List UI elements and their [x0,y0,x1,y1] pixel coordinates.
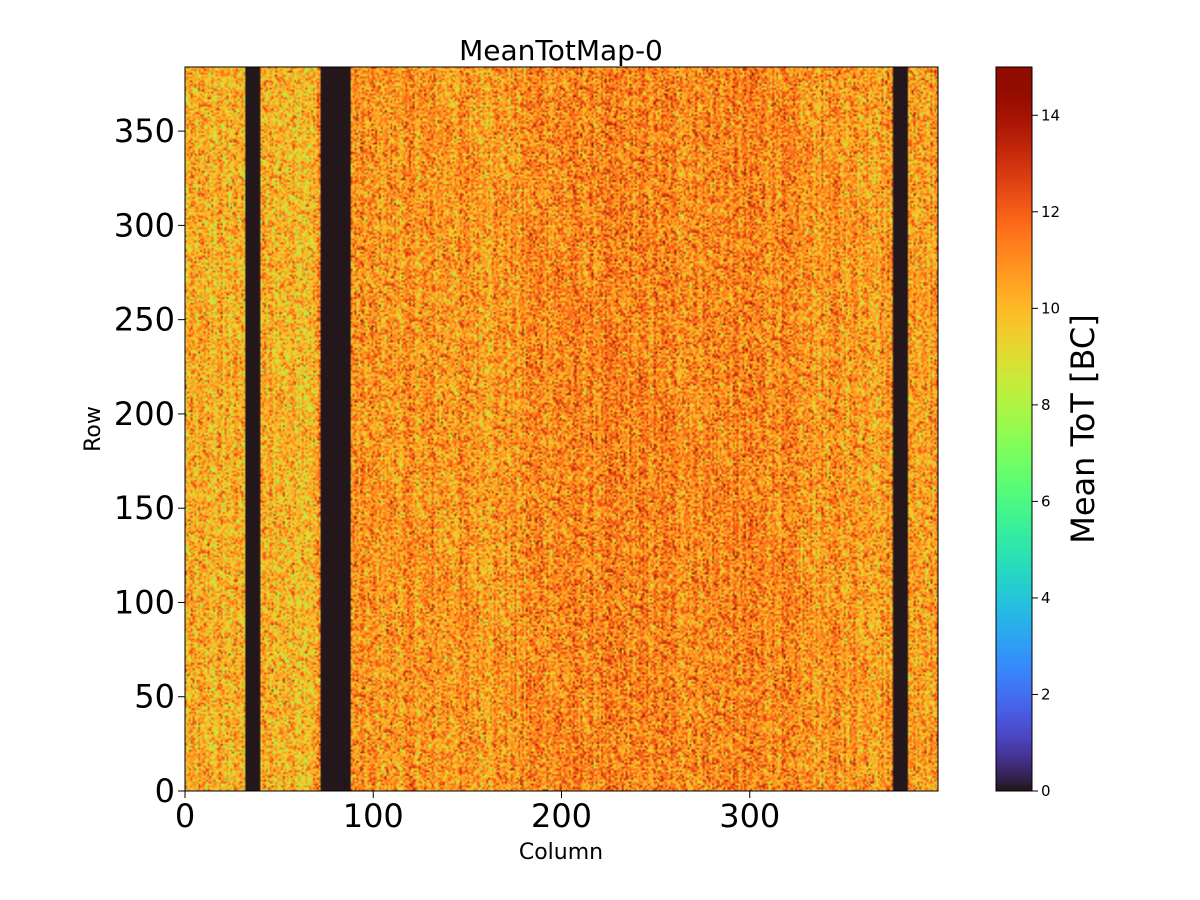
y-axis-label: Row [81,406,106,452]
colorbar-tick-label: 10 [1041,299,1060,317]
colorbar-tick-label: 12 [1041,203,1060,221]
y-tick-label: 300 [114,206,175,244]
colorbar-tick-label: 0 [1041,782,1051,800]
colorbar-ticks: 0 2 4 6 8 10 12 14 [1032,106,1060,800]
chart-title: MeanTotMap-0 [459,34,663,67]
colorbar-tick-label: 2 [1041,685,1051,703]
x-tick-label: 200 [531,797,592,835]
y-tick-label: 350 [114,112,175,150]
colorbar-frame [995,66,1033,792]
y-tick-label: 150 [114,489,175,527]
colorbar-gradient [996,67,1032,791]
heatmap-image [185,67,938,791]
y-tick-label: 0 [155,772,175,810]
y-tick-label: 200 [114,395,175,433]
x-axis-ticks: 0 100 200 300 [175,791,780,835]
colorbar-tick-label: 4 [1041,589,1051,607]
colorbar-tick-label: 8 [1041,396,1051,414]
colorbar-tick-label: 14 [1041,106,1060,124]
y-tick-label: 100 [114,583,175,621]
x-tick-label: 100 [343,797,404,835]
colorbar-tick-label: 6 [1041,492,1051,510]
y-tick-label: 250 [114,301,175,339]
y-axis-ticks: 0 50 100 150 200 250 300 350 [114,112,185,810]
plot-area-frame [184,66,939,792]
x-axis-label: Column [519,840,603,865]
colorbar-label: Mean ToT [BC] [1064,314,1102,543]
y-tick-label: 50 [134,678,175,716]
x-tick-label: 0 [175,797,195,835]
x-tick-label: 300 [719,797,780,835]
